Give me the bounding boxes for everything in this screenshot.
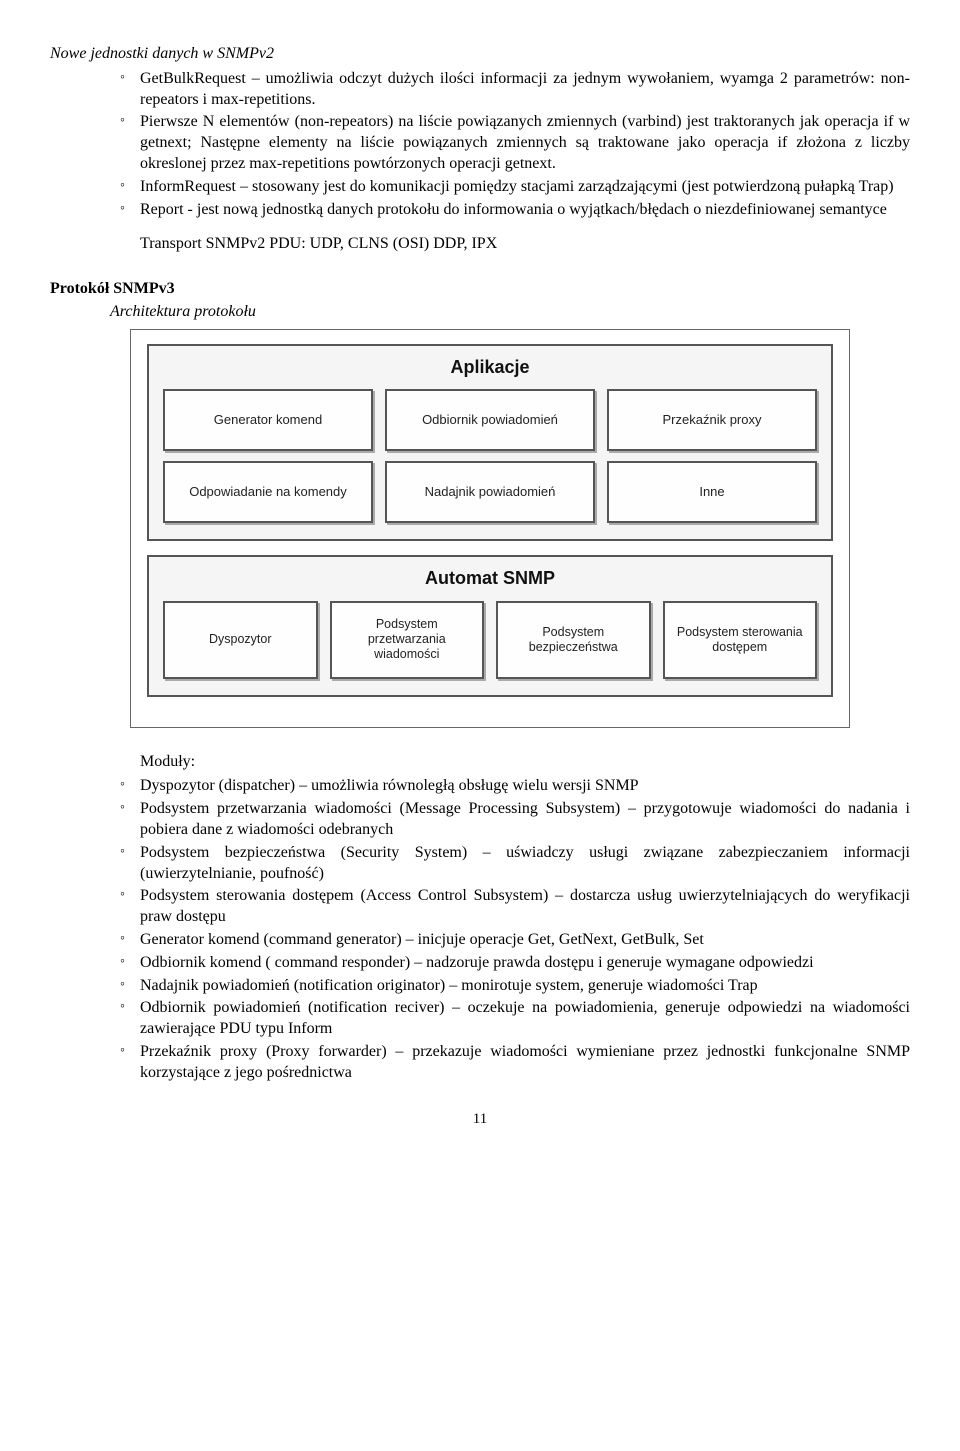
- list-item: Podsystem przetwarzania wiadomości (Mess…: [120, 799, 910, 841]
- architecture-diagram: Aplikacje Generator komend Odbiornik pow…: [130, 329, 850, 728]
- list-item: Podsystem sterowania dostępem (Access Co…: [120, 886, 910, 928]
- list-item: Odbiornik powiadomień (notification reci…: [120, 998, 910, 1040]
- diagram-box: Odbiornik powiadomień: [385, 389, 595, 451]
- diagram-box: Odpowiadanie na komendy: [163, 461, 373, 523]
- list-item: GetBulkRequest – umożliwia odczyt dużych…: [120, 69, 910, 111]
- page-number: 11: [50, 1110, 910, 1130]
- list-item: Report - jest nową jednostką danych prot…: [120, 200, 910, 221]
- diagram-panel-title: Aplikacje: [163, 356, 817, 379]
- protocol-heading: Protokół SNMPv3: [50, 279, 910, 300]
- list-item: Odbiornik komend ( command responder) – …: [120, 953, 910, 974]
- diagram-box: Inne: [607, 461, 817, 523]
- diagram-row: Generator komend Odbiornik powiadomień P…: [163, 389, 817, 451]
- diagram-box: Podsystem bezpieczeństwa: [496, 601, 651, 679]
- diagram-box: Nadajnik powiadomień: [385, 461, 595, 523]
- diagram-panel-automat: Automat SNMP Dyspozytor Podsystem przetw…: [147, 555, 833, 696]
- list-item: Nadajnik powiadomień (notification origi…: [120, 976, 910, 997]
- architecture-subheading: Architektura protokołu: [110, 302, 910, 323]
- modules-subtitle: Moduły:: [140, 752, 910, 773]
- diagram-box: Generator komend: [163, 389, 373, 451]
- modules-list: Dyspozytor (dispatcher) – umożliwia równ…: [50, 776, 910, 1083]
- list-item: Pierwsze N elementów (non-repeators) na …: [120, 112, 910, 174]
- diagram-panel-title: Automat SNMP: [163, 567, 817, 590]
- list-item: Podsystem bezpieczeństwa (Security Syste…: [120, 843, 910, 885]
- list-item: InformRequest – stosowany jest do komuni…: [120, 177, 910, 198]
- diagram-row: Odpowiadanie na komendy Nadajnik powiado…: [163, 461, 817, 523]
- list-item: Przekaźnik proxy (Proxy forwarder) – prz…: [120, 1042, 910, 1084]
- diagram-box: Dyspozytor: [163, 601, 318, 679]
- diagram-panel-applications: Aplikacje Generator komend Odbiornik pow…: [147, 344, 833, 541]
- diagram-row: Dyspozytor Podsystem przetwarzania wiado…: [163, 601, 817, 679]
- diagram-box: Podsystem przetwarzania wiadomości: [330, 601, 485, 679]
- transport-line: Transport SNMPv2 PDU: UDP, CLNS (OSI) DD…: [140, 234, 910, 255]
- diagram-box: Podsystem sterowania dostępem: [663, 601, 818, 679]
- section1-list: GetBulkRequest – umożliwia odczyt dużych…: [50, 69, 910, 221]
- list-item: Generator komend (command generator) – i…: [120, 930, 910, 951]
- diagram-box: Przekaźnik proxy: [607, 389, 817, 451]
- section1-title: Nowe jednostki danych w SNMPv2: [50, 44, 910, 65]
- list-item: Dyspozytor (dispatcher) – umożliwia równ…: [120, 776, 910, 797]
